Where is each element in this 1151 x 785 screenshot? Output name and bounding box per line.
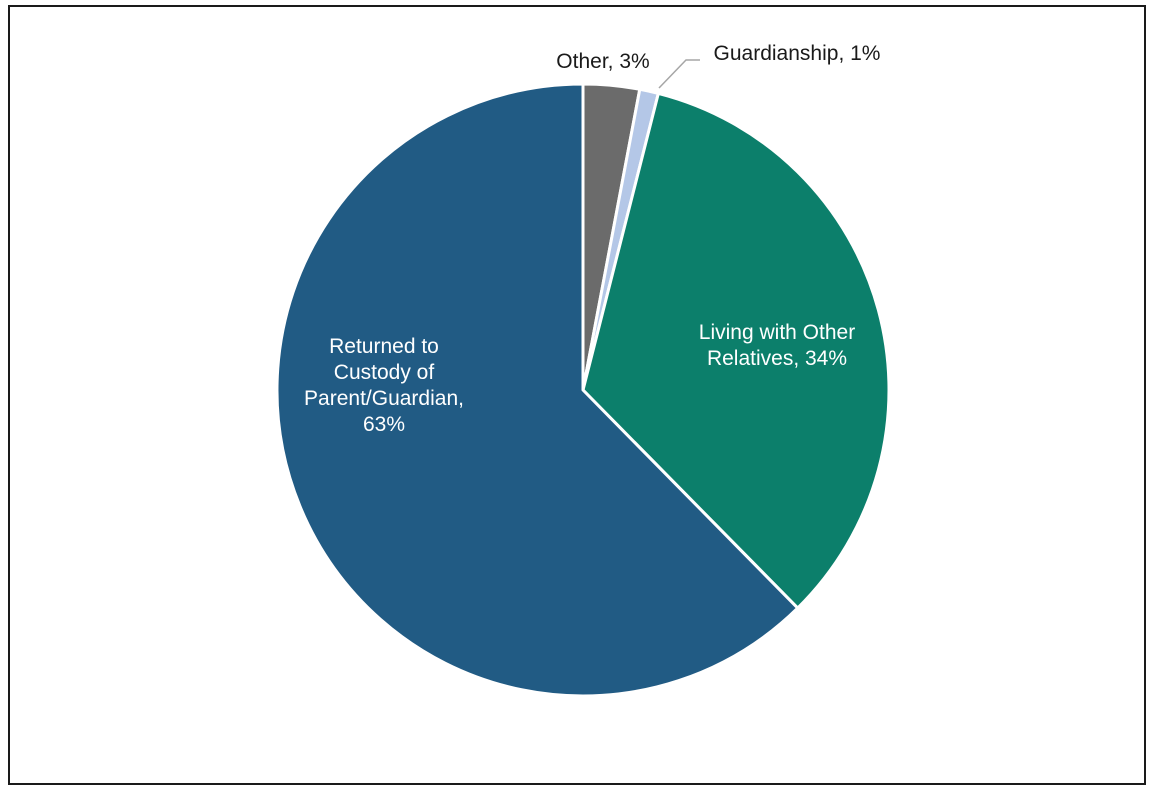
pie-slice-living-with-other-relatives	[581, 91, 891, 610]
slice-labels: Other, 3% Guardianship, 1% Living with Oth…	[304, 42, 880, 436]
slice-label-line: 63%	[363, 413, 405, 436]
slice-label-line: Custody of	[334, 361, 435, 384]
slice-label-line: Relatives, 34%	[707, 347, 847, 370]
leader-line-guardianship	[658, 59, 700, 89]
pie-slices	[275, 82, 891, 698]
leader-lines	[658, 59, 700, 89]
slice-label-line: Parent/Guardian,	[304, 387, 464, 410]
pie-slice-returned-to-custody-of-parent-guardian	[275, 82, 800, 698]
slice-label-guardianship: Guardianship, 1%	[714, 42, 881, 65]
slice-label-returned-to-custody-of-parent-guardian: Returned to Custody of Parent/Guardian, 63%	[304, 335, 464, 436]
slice-label-line: Living with Other	[699, 321, 855, 344]
slice-label-line: Returned to	[329, 335, 439, 358]
slice-label-living-with-other-relatives: Living with Other Relatives, 34%	[699, 321, 855, 370]
slice-label-other: Other, 3%	[556, 50, 649, 73]
slice-label-line: Guardianship, 1%	[714, 42, 881, 65]
slice-label-line: Other, 3%	[556, 50, 649, 73]
